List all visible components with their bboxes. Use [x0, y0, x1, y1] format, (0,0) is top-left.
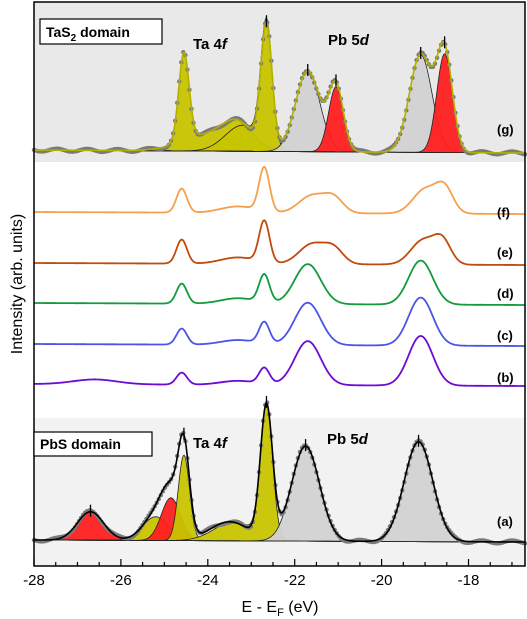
- trace-labels: (g) (f) (e) (d) (c) (b) (a): [497, 122, 514, 529]
- x-axis-label: E - EF (eV): [242, 599, 319, 619]
- spectrum-line-a: [34, 401, 525, 543]
- trace-label-f: (f): [497, 205, 510, 220]
- x-axis-label-unit: (eV): [284, 599, 319, 616]
- annotation-ta4f-top: Ta 4f: [193, 36, 229, 53]
- annotation-ta4f-bottom: Ta 4f: [193, 435, 229, 452]
- trace-a: [31, 395, 527, 546]
- pbs-domain-box: [33, 431, 153, 457]
- x-axis-label-main: E - E: [242, 599, 278, 616]
- tas2-domain-label-main: TaS: [46, 24, 71, 40]
- spectrum-line-d: [34, 259, 525, 306]
- trace-f: [34, 165, 525, 215]
- spectrum-line-f: [34, 165, 525, 215]
- x-axis-label-sub: F: [277, 607, 284, 619]
- spectra-traces: [31, 15, 527, 546]
- x-tick-label: -24: [197, 572, 219, 589]
- tas2-domain-label: TaS2 domain: [46, 24, 130, 44]
- trace-g: [31, 15, 527, 157]
- spectrum-line-g: [33, 20, 526, 154]
- trace-b: [34, 335, 525, 387]
- spectrum-line-b: [34, 335, 525, 387]
- x-tick-label: -18: [458, 572, 480, 589]
- trace-e: [34, 219, 525, 266]
- x-tick-label: -28: [23, 572, 45, 589]
- chart-labels: Intensity (arb. units) E - EF (eV): [9, 214, 318, 619]
- spectrum-line-e: [34, 219, 525, 266]
- annotation-pb5d-bottom: Pb 5d: [327, 431, 369, 448]
- domain-boxes: TaS2 domain PbS domain: [33, 18, 163, 457]
- tas2-domain-label-sub: 2: [71, 33, 77, 44]
- axes: [33, 1, 526, 567]
- trace-label-g: (g): [497, 122, 514, 137]
- tas2-domain-label-rest: domain: [76, 24, 130, 40]
- tas2-domain-box: [39, 18, 163, 45]
- x-tick-label: -26: [110, 572, 132, 589]
- y-axis-label: Intensity (arb. units): [9, 214, 26, 355]
- trace-label-e: (e): [497, 245, 513, 260]
- plot-frame: [33, 1, 526, 567]
- trace-c: [34, 296, 525, 347]
- x-tick-label: -20: [371, 572, 393, 589]
- trace-label-a: (a): [497, 514, 513, 529]
- pbs-domain-label: PbS domain: [40, 436, 121, 452]
- trace-label-c: (c): [497, 328, 513, 343]
- trace-d: [34, 259, 525, 306]
- trace-label-b: (b): [497, 370, 514, 385]
- x-ticks: -28 -26 -24 -22 -20 -18: [23, 559, 513, 589]
- spectrum-line-c: [34, 296, 525, 347]
- annotations: Ta 4f Pb 5d Ta 4f Pb 5d: [193, 32, 370, 452]
- trace-label-d: (d): [497, 286, 514, 301]
- x-tick-label: -22: [284, 572, 306, 589]
- annotation-pb5d-top: Pb 5d: [328, 32, 370, 49]
